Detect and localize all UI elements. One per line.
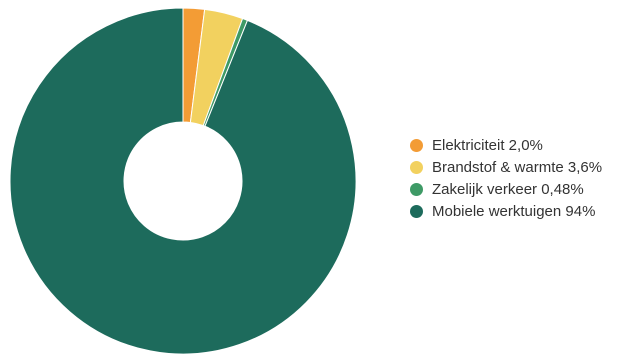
- legend-item-brandstof-warmte: Brandstof & warmte 3,6%: [410, 156, 625, 178]
- legend-swatch-zakelijk-verkeer: [410, 182, 423, 196]
- legend-label-mobiele-werktuigen: Mobiele werktuigen 94%: [432, 202, 596, 220]
- legend-label-elektriciteit: Elektriciteit 2,0%: [432, 136, 543, 154]
- legend-swatch-mobiele-werktuigen: [410, 204, 423, 218]
- legend-swatch-elektriciteit: [410, 138, 423, 152]
- slice-mobiele-werktuigen: [9, 7, 357, 354]
- donut-slices: [9, 7, 357, 354]
- legend-item-mobiele-werktuigen: Mobiele werktuigen 94%: [410, 200, 625, 222]
- legend-swatch-brandstof-warmte: [410, 160, 423, 174]
- legend-label-zakelijk-verkeer: Zakelijk verkeer 0,48%: [432, 180, 584, 198]
- legend-item-zakelijk-verkeer: Zakelijk verkeer 0,48%: [410, 178, 625, 200]
- legend-label-brandstof-warmte: Brandstof & warmte 3,6%: [432, 158, 603, 176]
- chart-legend: Elektriciteit 2,0% Brandstof & warmte 3,…: [410, 134, 625, 222]
- legend-item-elektriciteit: Elektriciteit 2,0%: [410, 134, 625, 156]
